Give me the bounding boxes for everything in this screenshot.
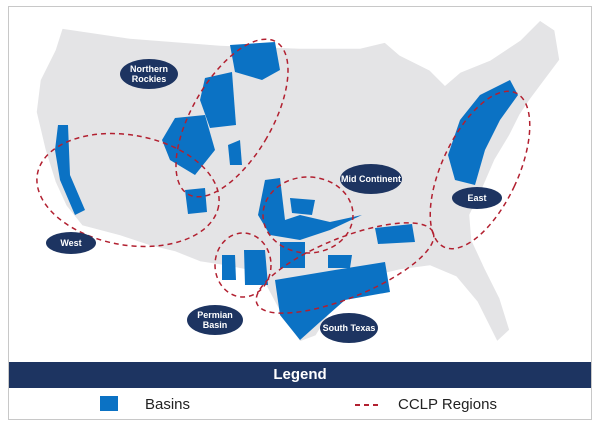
basin — [280, 242, 305, 268]
basin — [275, 262, 390, 340]
basin — [448, 80, 518, 185]
label-east: East — [452, 187, 502, 209]
legend-regions-label: CCLP Regions — [398, 396, 497, 413]
basin — [244, 250, 268, 285]
legend-basins-label: Basins — [145, 396, 191, 413]
basins — [55, 42, 518, 340]
legend-basin-swatch — [100, 396, 118, 411]
basin — [222, 255, 236, 280]
basin — [375, 224, 415, 244]
region-northern-rockies — [175, 38, 289, 198]
basin — [200, 72, 236, 128]
label-northern-rockies: Northern Rockies — [120, 59, 178, 89]
label-west: West — [46, 232, 96, 254]
cclp-regions — [36, 38, 531, 314]
label-permian-basin: Permian Basin — [187, 305, 243, 335]
basin — [258, 178, 362, 240]
basin — [290, 198, 315, 215]
region-south-texas — [255, 222, 435, 314]
basin — [162, 115, 215, 175]
region-west — [36, 132, 220, 248]
legend-title: Legend — [9, 362, 591, 388]
us-outline — [35, 19, 561, 344]
label-mid-continent: Mid Continent — [340, 164, 402, 194]
region-east — [429, 90, 531, 250]
basin — [55, 125, 85, 215]
basin — [328, 255, 352, 268]
region-mid-continent — [262, 176, 354, 254]
basin — [228, 140, 242, 165]
region-permian — [214, 232, 272, 298]
label-south-texas: South Texas — [320, 313, 378, 343]
basin — [185, 188, 207, 214]
basin — [230, 42, 280, 80]
